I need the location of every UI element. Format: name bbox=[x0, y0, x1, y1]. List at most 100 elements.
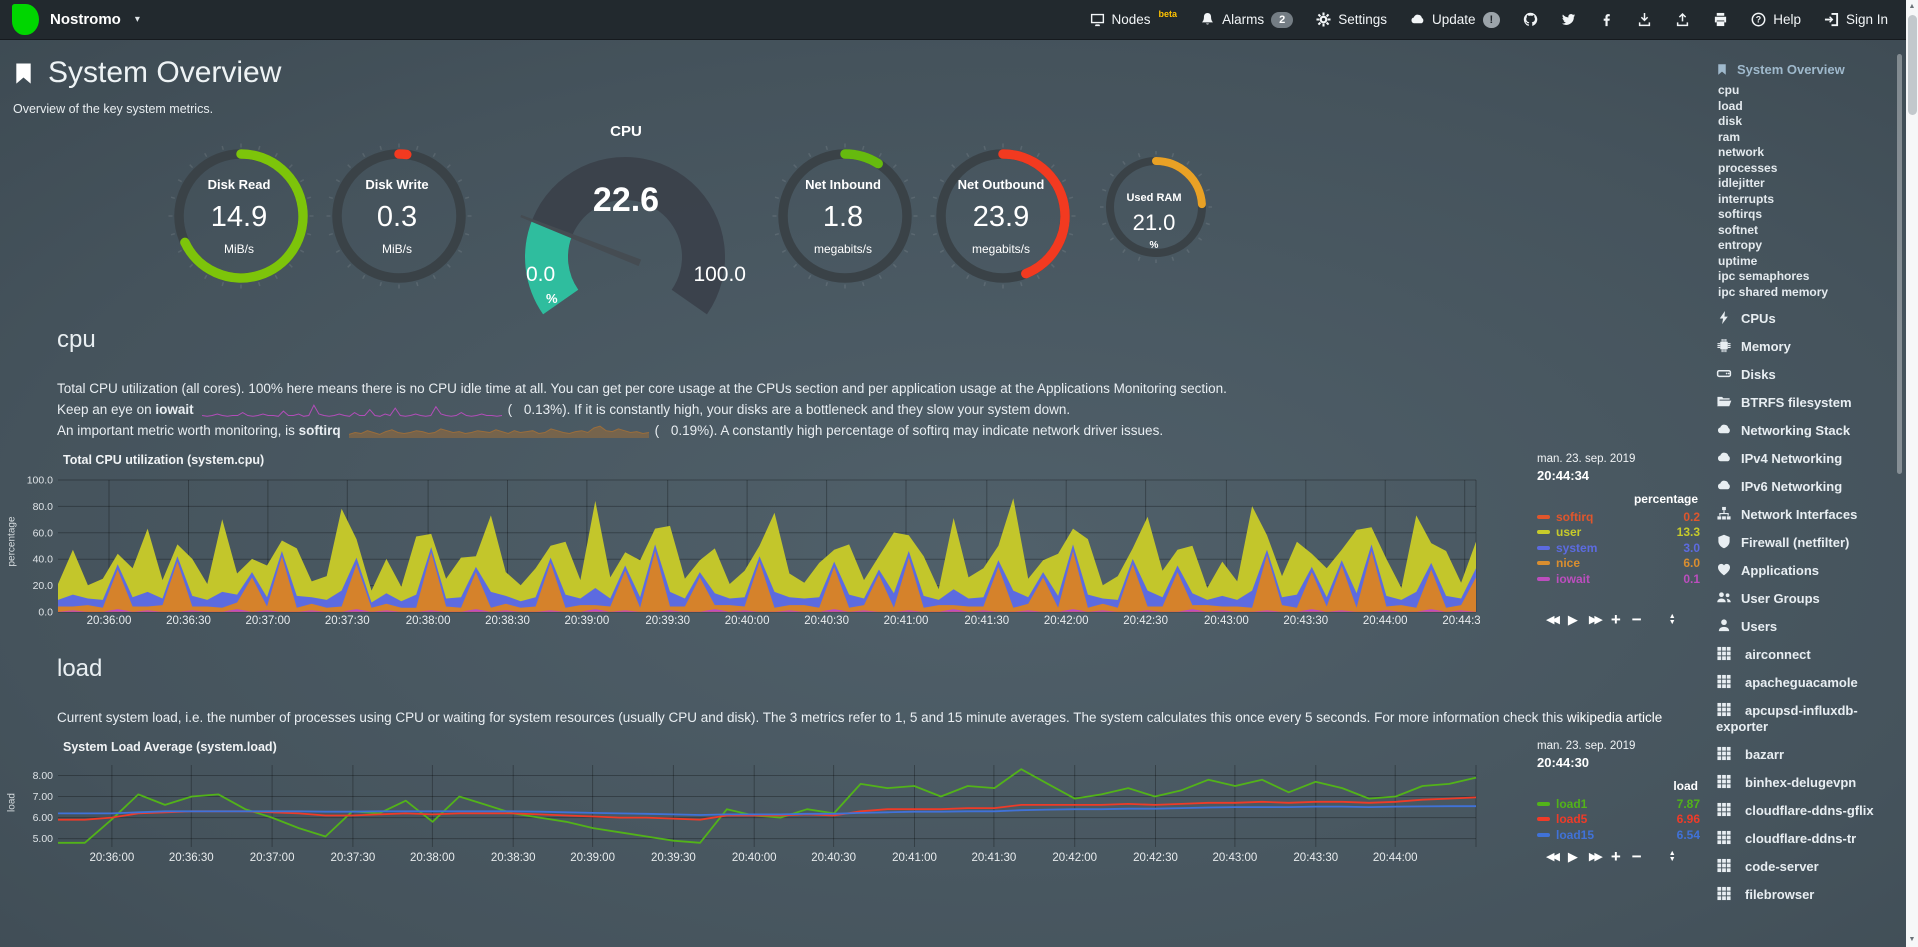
nav-item-load-snapshot[interactable] bbox=[1675, 12, 1690, 27]
sidebar-item-idlejitter[interactable]: idlejitter bbox=[1718, 176, 1765, 190]
nav-item-save-snapshot[interactable] bbox=[1637, 12, 1652, 27]
sidebar-item-system-overview[interactable]: System Overview bbox=[1716, 62, 1898, 77]
nav-item-print[interactable] bbox=[1713, 12, 1728, 27]
nav-item-sign-in[interactable]: Sign In bbox=[1824, 12, 1888, 27]
zoom-in-button[interactable]: + bbox=[1610, 610, 1621, 629]
netdata-logo[interactable] bbox=[12, 4, 39, 35]
cpu-chart[interactable]: Total CPU utilization (system.cpu) percen… bbox=[0, 453, 1701, 631]
chart-plot[interactable]: 5.00 6.00 7.00 8.00 20:36:00 20:36:30 20:37:00… bbox=[0, 757, 1480, 865]
chart-ylabel: load bbox=[6, 793, 18, 812]
gauge-value: 23.9 bbox=[972, 200, 1030, 233]
sidebar-item-ipc-shared-memory[interactable]: ipc shared memory bbox=[1718, 284, 1829, 299]
nav-item-github[interactable] bbox=[1523, 12, 1538, 27]
svg-text:20.0: 20.0 bbox=[33, 580, 54, 592]
scroll-down-arrow[interactable]: ▼ bbox=[1908, 936, 1916, 943]
sidebar-item-apcupsd-influxdb-exporter[interactable]: apcupsd-influxdb-exporter bbox=[1716, 702, 1858, 734]
sidebar-item-cpus[interactable]: CPUs bbox=[1716, 310, 1898, 327]
svg-text:0.0: 0.0 bbox=[38, 607, 53, 619]
sidebar-item-softirqs[interactable]: softirqs bbox=[1718, 207, 1763, 221]
sidebar-item-softnet[interactable]: softnet bbox=[1718, 222, 1758, 237]
cpu-description-line3: An important metric worth monitoring, is… bbox=[57, 420, 1697, 441]
sidebar-item-code-server[interactable]: code-server bbox=[1716, 858, 1898, 875]
sidebar-item-binhex-delugevpn[interactable]: binhex-delugevpn bbox=[1716, 774, 1898, 791]
gauge-net-outbound[interactable]: Net Outbound 23.9 megabits/s bbox=[926, 131, 1080, 301]
scroll-up-arrow[interactable]: ▲ bbox=[1908, 3, 1916, 10]
sidebar-item-uptime[interactable]: uptime bbox=[1718, 253, 1758, 268]
legend-item-user[interactable]: user 13.3 bbox=[1537, 525, 1700, 541]
sidebar-item-ipv4-networking[interactable]: IPv4 Networking bbox=[1716, 450, 1898, 467]
nav-item-twitter[interactable] bbox=[1561, 12, 1576, 27]
nav-item-help[interactable]: ? Help bbox=[1751, 12, 1801, 27]
sidebar-item-users[interactable]: Users bbox=[1716, 618, 1898, 635]
zoom-in-button[interactable]: + bbox=[1610, 847, 1621, 866]
sidebar-item-interrupts[interactable]: interrupts bbox=[1718, 191, 1775, 206]
section-cpu: cpu Total CPU utilization (all cores). 1… bbox=[0, 326, 1701, 631]
forward-button[interactable]: ▶▶ bbox=[1588, 614, 1603, 626]
sidebar-item-memory[interactable]: Memory bbox=[1716, 338, 1898, 355]
play-button[interactable]: ▶ bbox=[1567, 612, 1578, 627]
rewind-button[interactable]: ◀◀ bbox=[1546, 614, 1560, 626]
svg-text:20:36:00: 20:36:00 bbox=[90, 852, 135, 864]
legend-item-load5[interactable]: load5 6.96 bbox=[1537, 812, 1700, 828]
gauge-cpu[interactable]: CPU 22.6 0.0 100.0% bbox=[500, 123, 752, 315]
rewind-button[interactable]: ◀◀ bbox=[1546, 851, 1560, 863]
nav-item-alarms[interactable]: Alarms 2 bbox=[1200, 11, 1294, 28]
sidebar-item-network[interactable]: network bbox=[1718, 145, 1765, 159]
sidebar-item-cloudflare-ddns-gflix[interactable]: cloudflare-ddns-gflix bbox=[1716, 802, 1898, 819]
ring-gauge-text: Net Outbound 23.9 megabits/s bbox=[926, 141, 1076, 291]
wikipedia-link[interactable]: wikipedia article bbox=[1566, 710, 1663, 725]
nav-item-facebook[interactable] bbox=[1599, 12, 1614, 27]
resize-handle[interactable]: ▲ ▼ bbox=[1668, 850, 1676, 863]
zoom-out-button[interactable]: − bbox=[1631, 847, 1642, 866]
legend-item-softirq[interactable]: softirq 0.2 bbox=[1537, 509, 1700, 525]
legend-item-load1[interactable]: load1 7.87 bbox=[1537, 796, 1700, 812]
hostname-caret-icon[interactable]: ▾ bbox=[134, 14, 140, 25]
sidebar-item-applications[interactable]: Applications bbox=[1716, 562, 1898, 579]
browser-scrollbar[interactable]: ▲ ▼ bbox=[1906, 0, 1918, 947]
sidebar-item-load[interactable]: load bbox=[1718, 98, 1743, 113]
sidebar-item-entropy[interactable]: entropy bbox=[1718, 238, 1763, 252]
sidebar-item-networking-stack[interactable]: Networking Stack bbox=[1716, 422, 1898, 439]
gauge-used-ram[interactable]: Used RAM 21.0% bbox=[1098, 141, 1216, 291]
sidebar-item-cpu[interactable]: cpu bbox=[1718, 83, 1740, 97]
scroll-thumb[interactable] bbox=[1907, 15, 1917, 115]
sidebar-item-firewall-netfilter-[interactable]: Firewall (netfilter) bbox=[1716, 534, 1898, 551]
legend-swatch bbox=[1537, 832, 1550, 837]
sidebar-scrollbar[interactable] bbox=[1897, 54, 1902, 474]
sidebar-item-ram[interactable]: ram bbox=[1718, 129, 1741, 144]
sidebar-item-processes[interactable]: processes bbox=[1718, 160, 1778, 175]
hostname[interactable]: Nostromo bbox=[50, 11, 121, 28]
sidebar-item-apacheguacamole[interactable]: apacheguacamole bbox=[1716, 674, 1898, 691]
sidebar-item-airconnect[interactable]: airconnect bbox=[1716, 646, 1898, 663]
nav-item-nodes[interactable]: Nodes beta bbox=[1090, 9, 1177, 27]
sidebar-item-disks[interactable]: Disks bbox=[1716, 366, 1898, 383]
sidebar-item-network-interfaces[interactable]: Network Interfaces bbox=[1716, 506, 1898, 523]
gauge-net-inbound[interactable]: Net Inbound 1.8 megabits/s bbox=[768, 131, 922, 301]
load-text: Current system load, i.e. the number of … bbox=[57, 710, 1567, 725]
svg-text:20:39:00: 20:39:00 bbox=[570, 852, 615, 864]
play-button[interactable]: ▶ bbox=[1567, 849, 1578, 864]
sidebar-item-bazarr[interactable]: bazarr bbox=[1716, 746, 1898, 763]
load-chart[interactable]: System Load Average (system.load) load 5.0… bbox=[0, 740, 1701, 870]
forward-button[interactable]: ▶▶ bbox=[1588, 851, 1603, 863]
legend-item-nice[interactable]: nice 6.0 bbox=[1537, 556, 1700, 572]
zoom-out-button[interactable]: − bbox=[1631, 610, 1642, 629]
nav-item-update[interactable]: Update! bbox=[1410, 11, 1501, 28]
gauge-disk-write[interactable]: Disk Write 0.3 MiB/s bbox=[322, 131, 476, 301]
legend-item-load15[interactable]: load15 6.54 bbox=[1537, 827, 1700, 843]
sidebar-item-disk[interactable]: disk bbox=[1718, 114, 1743, 128]
ring-gauge-svg bbox=[326, 143, 472, 289]
svg-text:20:38:00: 20:38:00 bbox=[410, 852, 455, 864]
gauge-disk-read[interactable]: Disk Read 14.9 MiB/s bbox=[164, 131, 318, 301]
legend-item-system[interactable]: system 3.0 bbox=[1537, 540, 1700, 556]
sidebar-item-ipv6-networking[interactable]: IPv6 Networking bbox=[1716, 478, 1898, 495]
sidebar-item-btrfs-filesystem[interactable]: BTRFS filesystem bbox=[1716, 394, 1898, 411]
chart-plot[interactable]: 0.0 20.0 40.0 60.0 80.0 100.0 20:36:00 20:36:30… bbox=[0, 470, 1487, 628]
sidebar-item-filebrowser[interactable]: filebrowser bbox=[1716, 886, 1898, 903]
legend-item-iowait[interactable]: iowait 0.1 bbox=[1537, 571, 1700, 587]
nav-item-settings[interactable]: Settings bbox=[1316, 12, 1387, 27]
resize-handle[interactable]: ▲ ▼ bbox=[1668, 613, 1676, 626]
sidebar-item-cloudflare-ddns-tr[interactable]: cloudflare-ddns-tr bbox=[1716, 830, 1898, 847]
sidebar-item-user-groups[interactable]: User Groups bbox=[1716, 590, 1898, 607]
sidebar-item-ipc-semaphores[interactable]: ipc semaphores bbox=[1718, 269, 1810, 283]
